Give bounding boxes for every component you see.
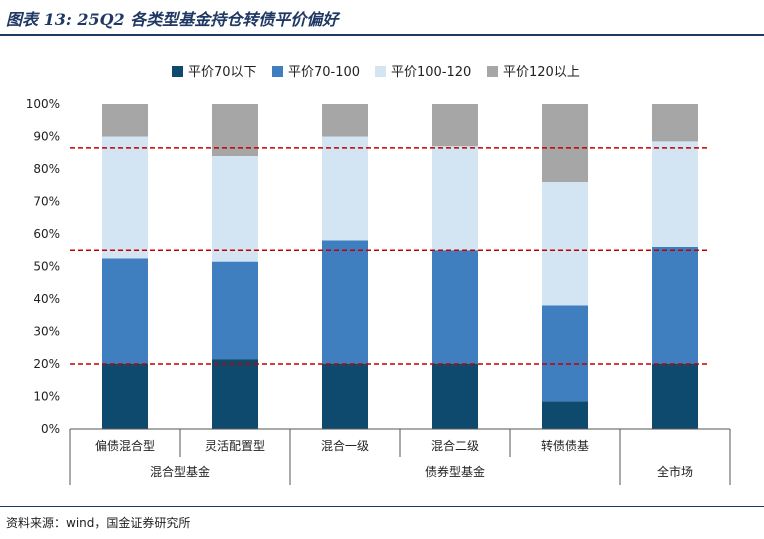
y-tick-label: 80% [33, 162, 60, 176]
stacked-bar-chart: 平价70以下 平价70-100 平价100-120 平价120以上 0% 10% 20% 3… [26, 65, 731, 485]
bar-segment [542, 104, 588, 182]
reference-lines [70, 147, 707, 365]
legend-swatch [172, 66, 183, 77]
bar-segment [322, 136, 368, 241]
bar-segment [652, 141, 698, 247]
x-category-label: 混合二级 [431, 438, 479, 453]
x-group-label: 混合型基金 [150, 464, 210, 479]
source-note: 资料来源：wind，国金证券研究所 [6, 516, 191, 530]
legend-label: 平价100-120 [391, 65, 471, 80]
x-category-label: 灵活配置型 [205, 439, 265, 453]
x-group-label: 全市场 [657, 464, 693, 479]
bar-segment [542, 182, 588, 306]
legend-swatch [487, 66, 498, 77]
y-tick-label: 40% [33, 292, 60, 306]
bar-segment [542, 401, 588, 429]
y-tick-label: 20% [33, 357, 60, 371]
y-tick-label: 0% [41, 422, 60, 436]
y-tick-label: 50% [33, 260, 60, 274]
legend-swatch [375, 66, 386, 77]
y-tick-label: 30% [33, 325, 60, 339]
bar-segment [102, 258, 148, 364]
y-tick-label: 10% [33, 390, 60, 404]
bar-segment [102, 364, 148, 429]
bar-segment [102, 104, 148, 137]
chart-title: 图表 13: 25Q2 各类型基金持仓转债平价偏好 [6, 10, 339, 29]
bar-segment [432, 104, 478, 147]
title-divider [0, 34, 764, 36]
bar-segment [652, 104, 698, 142]
legend-label: 平价70-100 [288, 65, 360, 80]
bar-segment [212, 261, 258, 360]
footer-divider [0, 506, 764, 507]
legend-swatch [272, 66, 283, 77]
bar-segment [102, 136, 148, 259]
bar-segment [652, 247, 698, 364]
bar-segment [432, 250, 478, 364]
bar-segment [212, 359, 258, 429]
y-tick-label: 70% [33, 195, 60, 209]
bar-segment [212, 156, 258, 262]
x-category-label: 偏债混合型 [95, 438, 155, 453]
bars [102, 104, 698, 429]
y-tick-label: 90% [33, 130, 60, 144]
bar-segment [432, 364, 478, 429]
y-tick-label: 60% [33, 227, 60, 241]
bar-segment [322, 104, 368, 137]
x-category-label: 混合一级 [321, 438, 369, 453]
x-category-label: 转债债基 [541, 438, 589, 453]
y-tick-label: 100% [26, 97, 60, 111]
bar-segment [542, 305, 588, 402]
x-group-label: 债券型基金 [425, 464, 485, 479]
bar-segment [322, 364, 368, 429]
bar-segment [432, 146, 478, 251]
legend-label: 平价120以上 [503, 65, 580, 80]
y-axis: 0% 10% 20% 30% 40% 50% 60% 70% 80% 90% 100% [26, 97, 60, 436]
legend: 平价70以下 平价70-100 平价100-120 平价120以上 [172, 65, 580, 80]
bar-segment [652, 364, 698, 429]
legend-label: 平价70以下 [188, 65, 257, 80]
bar-segment [322, 240, 368, 364]
